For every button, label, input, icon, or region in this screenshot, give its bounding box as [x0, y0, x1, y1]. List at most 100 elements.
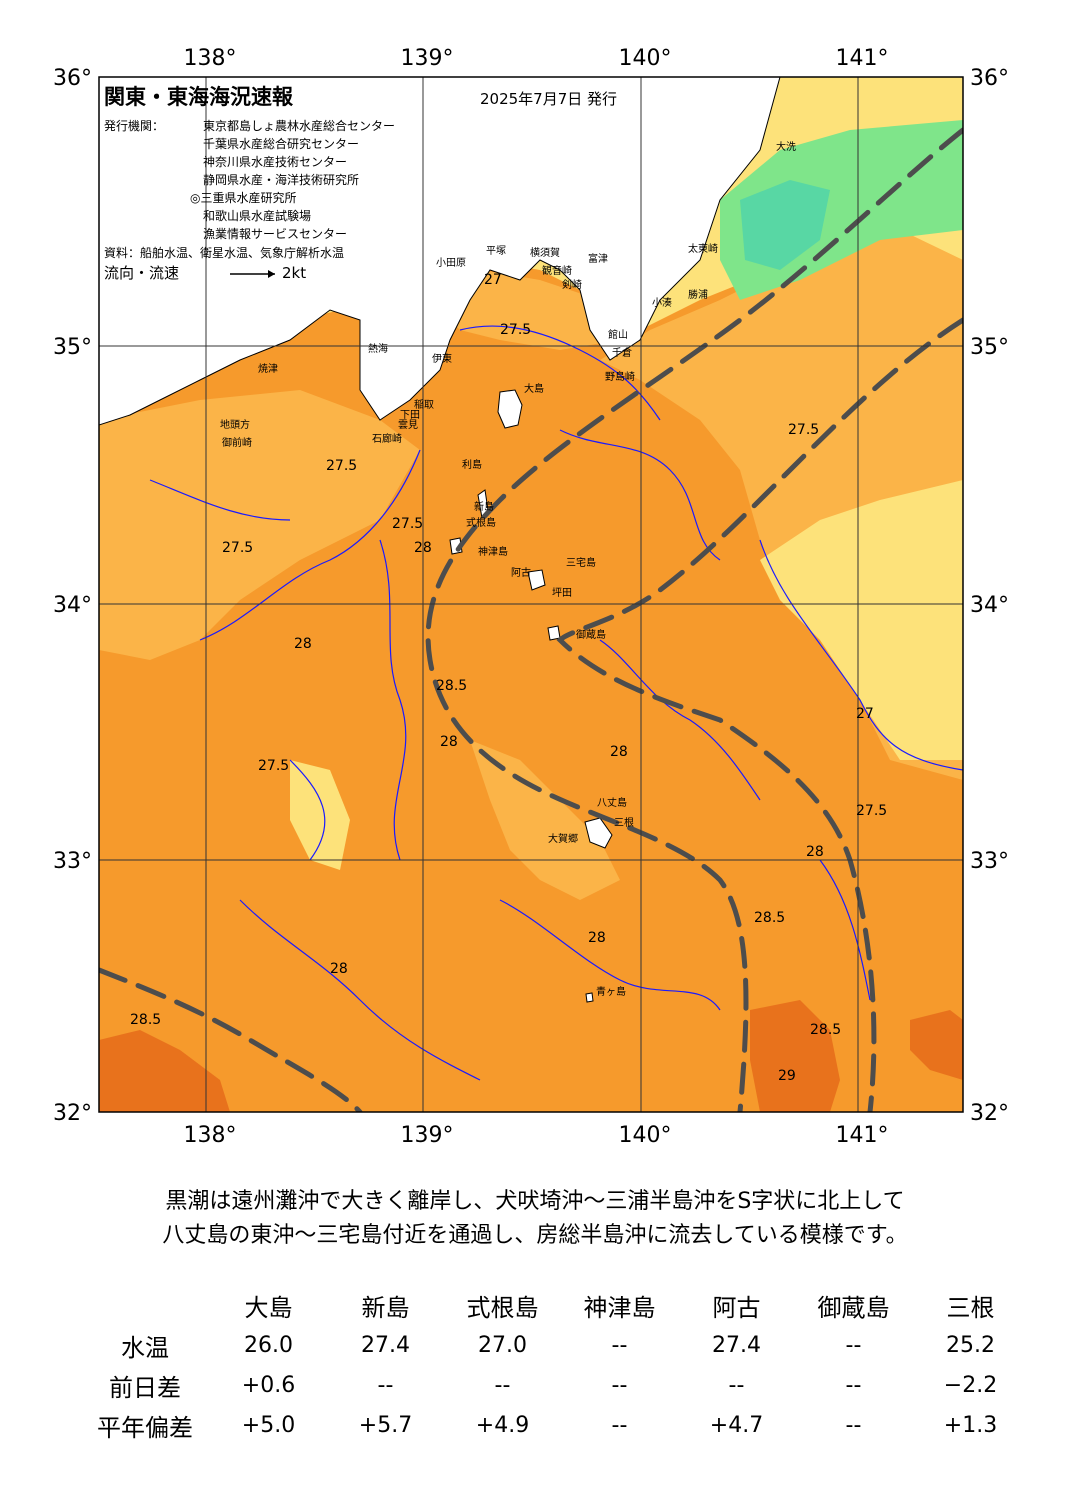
- place-name: 富津: [588, 252, 608, 265]
- table-cell: 27.4: [712, 1332, 761, 1358]
- place-name: 焼津: [258, 363, 278, 375]
- place-name: 平塚: [486, 245, 506, 257]
- issuer-name: 東京都島しょ農林水産総合センター: [203, 118, 395, 133]
- isotherm-label: 28: [330, 961, 348, 977]
- place-name: 三根: [614, 816, 634, 829]
- map-frame: [98, 76, 964, 1113]
- isotherm-label: 28: [588, 930, 606, 946]
- zone-27-5-north: [430, 270, 620, 350]
- place-name: 地頭方: [220, 418, 250, 431]
- place-name: 太東崎: [688, 242, 718, 255]
- map-header: 関東・東海海況速報 2025年7月7日 発行 発行機関： 東京都島しょ農林水産総…: [104, 85, 617, 282]
- table-cell: +1.3: [943, 1412, 998, 1438]
- lat-tick-label: 33°: [970, 849, 1009, 874]
- isotherm-contours: [149, 325, 963, 1081]
- isotherm-label: 28.5: [130, 1012, 161, 1028]
- table-cell: −2.2: [943, 1372, 998, 1398]
- lat-tick-label: 35°: [53, 335, 92, 360]
- table-cell: --: [611, 1332, 628, 1358]
- isotherm-label: 28.5: [436, 678, 467, 694]
- temperature-table: 大島 新島 式根島 神津島 阿古 御蔵島 三根 水温 26.0 27.4 27.…: [80, 1285, 1029, 1445]
- table-cell: --: [728, 1372, 745, 1398]
- isotherm-label: 27: [484, 272, 502, 288]
- place-name: 御蔵島: [576, 628, 606, 641]
- table-cell: 25.2: [946, 1332, 995, 1358]
- lon-ticks-top: 138° 139° 140° 141°: [184, 46, 889, 71]
- lat-tick-label: 32°: [53, 1101, 92, 1126]
- legend-label: 流向・流速: [104, 264, 179, 282]
- place-name: 野島崎: [605, 370, 635, 383]
- legend-arrow-head: [268, 270, 275, 278]
- lon-tick-label: 141°: [836, 46, 889, 71]
- sea-temperature-map: 138° 139° 140° 141° 138° 139° 140° 141° …: [53, 46, 1009, 1148]
- place-name: 青ヶ島: [596, 985, 626, 998]
- table-cell: +5.0: [241, 1412, 296, 1438]
- column-header: 式根島: [466, 1293, 539, 1322]
- table-cell: --: [845, 1412, 862, 1438]
- isotherm-label: 28: [610, 744, 628, 760]
- issuer-name: ◎三重県水産研究所: [190, 190, 296, 205]
- isotherm-label: 27: [856, 706, 874, 722]
- summary-line: 黒潮は遠州灘沖で大きく離岸し、犬吠埼沖～三浦半島沖をS字状に北上して: [165, 1189, 905, 1214]
- place-name: 下田: [400, 410, 420, 421]
- lon-tick-label: 138°: [184, 1123, 237, 1148]
- issuer-name: 漁業情報サービスセンター: [203, 227, 347, 241]
- place-name: 勝浦: [688, 288, 708, 301]
- place-name: 剣崎: [562, 278, 582, 291]
- column-header: 阿古: [712, 1293, 761, 1322]
- column-header: 大島: [244, 1293, 293, 1322]
- row-label: 水温: [121, 1333, 169, 1362]
- kuroshio-axis: [99, 127, 963, 1112]
- lon-ticks-bottom: 138° 139° 140° 141°: [184, 1123, 889, 1148]
- legend-value: 2kt: [282, 264, 306, 282]
- table-cell: 27.4: [361, 1332, 410, 1358]
- zone-27-southwest: [290, 760, 350, 870]
- table-cell: +0.6: [241, 1372, 296, 1398]
- isotherm-label: 27.5: [222, 540, 253, 556]
- place-name: 熱海: [368, 342, 388, 355]
- table-cell: +4.7: [709, 1412, 764, 1438]
- issuer-name: 千葉県水産総合研究センター: [203, 136, 359, 151]
- place-name: 稲取: [414, 399, 434, 411]
- lon-tick-label: 140°: [619, 1123, 672, 1148]
- data-source: 資料：船舶水温、衛星水温、気象庁解析水温: [104, 245, 344, 260]
- place-name: 三宅島: [566, 556, 596, 569]
- isotherm-label: 27.5: [258, 758, 289, 774]
- table-row: 平年偏差 +5.0 +5.7 +4.9 -- +4.7 -- +1.3: [80, 1405, 1029, 1445]
- lat-ticks-right: 36° 35° 34° 33° 32°: [970, 66, 1009, 1126]
- table-header-row: 大島 新島 式根島 神津島 阿古 御蔵島 三根: [80, 1285, 1029, 1325]
- isotherm-label: 28: [806, 844, 824, 860]
- isotherm-label: 29: [778, 1068, 796, 1084]
- table-cell: --: [377, 1372, 394, 1398]
- isotherm-label: 28: [440, 734, 458, 750]
- lat-tick-label: 35°: [970, 335, 1009, 360]
- zone-27-east: [760, 480, 963, 760]
- summary-line: 八丈島の東沖～三宅島付近を通過し、房総半島沖に流去している模様です。: [162, 1223, 908, 1248]
- table-cell: +5.7: [358, 1412, 413, 1438]
- place-name: 大洗: [776, 140, 796, 153]
- land-honshu: [99, 77, 781, 426]
- zone-cold-boso: [740, 180, 830, 270]
- place-name: 御前崎: [222, 436, 252, 449]
- zone-28-5-southwest: [99, 1030, 230, 1112]
- place-names: 大洗 太東崎 野島崎 千倉 館山 勝浦 小湊 富津 横須賀 観音崎 剣崎 平塚 …: [220, 140, 796, 998]
- isotherm-label: 28.5: [810, 1022, 841, 1038]
- table-cell: 26.0: [244, 1332, 293, 1358]
- graticule: [99, 77, 963, 1112]
- lon-tick-label: 140°: [619, 46, 672, 71]
- map-title: 関東・東海海況速報: [104, 85, 294, 109]
- island-hachijojima: [584, 817, 613, 849]
- table-cell: --: [611, 1372, 628, 1398]
- lat-tick-label: 34°: [970, 593, 1009, 618]
- place-name: 坪田: [552, 586, 572, 599]
- place-name: 小田原: [436, 257, 466, 269]
- issuer-name: 静岡県水産・海洋技術研究所: [203, 172, 359, 187]
- column-header: 神津島: [583, 1293, 656, 1322]
- place-name: 新島: [474, 500, 494, 513]
- table-cell: --: [611, 1412, 628, 1438]
- issuer-name: 神奈川県水産技術センター: [203, 154, 347, 169]
- place-name: 館山: [608, 328, 628, 341]
- issuer-label: 発行機関：: [104, 118, 164, 133]
- place-name: 利島: [462, 458, 482, 471]
- issuer-name: 和歌山県水産試験場: [203, 208, 311, 223]
